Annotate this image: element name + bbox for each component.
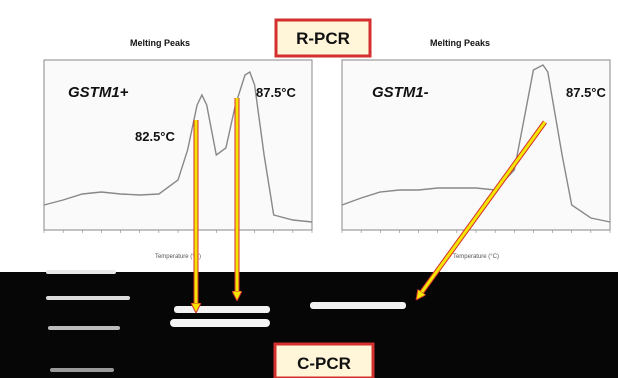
chart-right-title: Melting Peaks [430, 38, 490, 48]
chart-left-title: Melting Peaks [130, 38, 190, 48]
chart-left: Melting Peaks Temperature (°C) GSTM1+ [43, 38, 313, 260]
arrow-87-5-right [419, 121, 547, 296]
x-ticks-right [341, 230, 611, 233]
peak-label-82-5: 82.5°C [135, 129, 176, 144]
chart-right: Melting Peaks Temperature (°C) GSTM1- [341, 38, 611, 260]
melting-curve-right [341, 64, 611, 223]
peak-label-87-5-left: 87.5°C [256, 85, 297, 100]
band-gstm1-plus-lower [170, 319, 270, 327]
c-pcr-label: C-PCR [297, 354, 351, 373]
melting-curve-left [43, 70, 313, 223]
ladder-band [48, 326, 120, 330]
peak-label-87-5-right: 87.5°C [566, 85, 607, 100]
r-pcr-box: R-PCR [274, 18, 372, 58]
ladder-band [50, 368, 114, 372]
band-gstm1-plus-upper [174, 306, 270, 313]
chart-right-xlabel: Temperature (°C) [453, 254, 499, 260]
band-gstm1-minus [310, 302, 406, 309]
chart-left-xlabel: Temperature (°C) [155, 254, 201, 260]
c-pcr-box: C-PCR [273, 342, 375, 378]
sample-label-gstm1-minus: GSTM1- [372, 84, 429, 101]
correlation-arrows [196, 98, 548, 308]
ladder-band [46, 270, 116, 274]
ladder-band [46, 296, 130, 300]
r-pcr-label: R-PCR [296, 29, 350, 48]
sample-label-gstm1-plus: GSTM1+ [68, 84, 129, 101]
